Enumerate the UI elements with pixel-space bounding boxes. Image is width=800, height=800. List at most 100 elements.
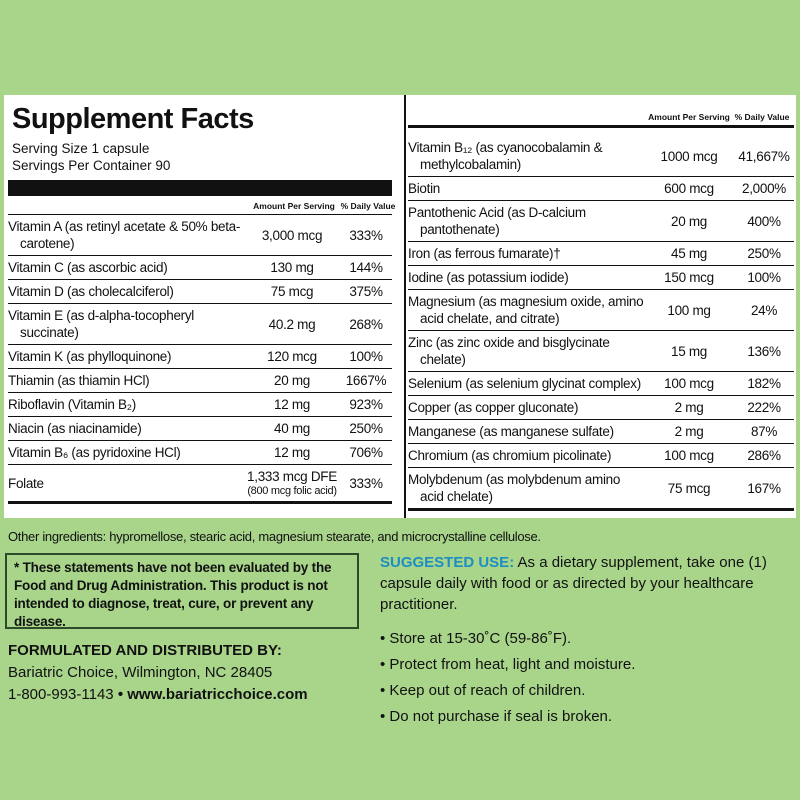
daily-value: 400% (747, 213, 781, 229)
bullet-text: Protect from heat, light and moisture. (389, 656, 636, 673)
daily-value: 144% (349, 260, 383, 275)
amount-cell: 100 mcg (644, 375, 734, 392)
amount: 1,333 mcg DFE (247, 469, 337, 484)
daily-value: 87% (750, 424, 778, 439)
amount-cell: 15 mg (644, 343, 734, 360)
nutrient-name: Vitamin A (as retinyl acetate & 50% beta… (8, 219, 241, 251)
nutrient-row: Biotin 600 mcg 2,000% (408, 177, 794, 201)
daily-value: 100% (747, 270, 781, 285)
nutrient-name: Chromium (as chromium picolinate) (408, 448, 612, 463)
website: www.bariatricchoice.com (127, 686, 308, 703)
daily-value: 1667% (345, 373, 387, 388)
amount: 3,000 mcg (261, 227, 323, 243)
nutrient-name: Vitamin K (as phylloquinone) (8, 349, 172, 364)
amount: 75 mcg (270, 284, 314, 299)
nutrient-row: Vitamin E (as d-alpha-tocopheryl succina… (8, 304, 392, 345)
nutrient-row: Zinc (as zinc oxide and bisglycinate che… (408, 331, 794, 372)
bullet-text: Keep out of reach of children. (389, 682, 586, 699)
nutrient-row: Niacin (as niacinamide) 40 mg 250% (8, 417, 392, 441)
daily-value: 167% (747, 480, 781, 496)
daily-value: 923% (349, 397, 383, 412)
amount-cell: 2 mg (644, 399, 734, 416)
serving-size: Serving Size 1 capsule (12, 141, 150, 156)
amount: 100 mcg (664, 448, 714, 463)
amount: 130 mg (270, 260, 314, 275)
daily-value: 375% (349, 284, 383, 299)
nutrient-row: Vitamin C (as ascorbic acid) 130 mg 144% (8, 256, 392, 280)
nutrient-row: Vitamin A (as retinyl acetate & 50% beta… (8, 215, 392, 256)
amount: 100 mcg (664, 376, 714, 391)
amount-cell: 3,000 mcg (244, 227, 340, 244)
nutrient-row: Molybdenum (as molybdenum amino acid che… (408, 468, 794, 509)
nutrient-name: Thiamin (as thiamin HCl) (8, 373, 150, 388)
amount: 20 mg (670, 213, 708, 229)
amount-cell: 1,333 mcg DFE (800 mcg folic acid) (244, 468, 340, 498)
servings-per-container: Servings Per Container 90 (12, 158, 171, 173)
bullet-item: • Store at 15-30˚C (59-86˚F). (380, 630, 572, 647)
nutrient-row: Riboflavin (Vitamin B₂) 12 mg 923% (8, 393, 392, 417)
facts-panel: Supplement Facts Serving Size 1 capsule … (4, 95, 796, 518)
contact: 1-800-993-1143 • www.bariatricchoice.com (8, 686, 308, 703)
column-header: % Daily Value (340, 201, 396, 211)
nutrient-row: Iron (as ferrous fumarate)† 45 mg 250% (408, 242, 794, 266)
bullet-item: • Protect from heat, light and moisture. (380, 656, 636, 673)
phone: 1-800-993-1143 (8, 686, 114, 703)
amount-cell: 150 mcg (644, 269, 734, 286)
amount: 15 mg (670, 343, 708, 359)
daily-value: 268% (349, 316, 383, 332)
amount: 1000 mcg (660, 148, 718, 164)
bullet-item: • Keep out of reach of children. (380, 682, 586, 699)
nutrient-name: Vitamin B₆ (as pyridoxine HCl) (8, 445, 181, 460)
right-table: Vitamin B₁₂ (as cyanocobalamin & methylc… (408, 125, 794, 511)
suggested-use-text: As a dietary supplement, take one (1) ca… (380, 554, 767, 613)
rule (8, 214, 392, 215)
left-table: Vitamin A (as retinyl acetate & 50% beta… (8, 215, 392, 504)
amount-cell: 45 mg (644, 245, 734, 262)
suggested-use-label: SUGGESTED USE: (380, 554, 515, 571)
column-header: Amount Per Serving (253, 201, 335, 211)
amount: 20 mg (273, 373, 311, 388)
nutrient-row: Copper (as copper gluconate) 2 mg 222% (408, 396, 794, 420)
amount-cell: 2 mg (644, 423, 734, 440)
suggested-use: SUGGESTED USE: As a dietary supplement, … (380, 552, 795, 615)
amount-cell: 120 mcg (244, 348, 340, 365)
nutrient-name: Copper (as copper gluconate) (408, 400, 579, 415)
distributor-heading: FORMULATED AND DISTRIBUTED BY: (8, 642, 282, 659)
amount: 120 mcg (267, 349, 317, 364)
amount: 40 mg (273, 421, 311, 436)
amount-cell: 40 mg (244, 420, 340, 437)
amount: 2 mg (674, 424, 704, 439)
amount: 100 mg (667, 302, 711, 318)
amount: 12 mg (273, 445, 311, 460)
amount-cell: 600 mcg (644, 180, 734, 197)
nutrient-row: Folate 1,333 mcg DFE (800 mcg folic acid) 3… (8, 465, 392, 502)
amount: 600 mcg (664, 181, 714, 196)
daily-value: 100% (349, 349, 383, 364)
nutrient-row: Vitamin B₆ (as pyridoxine HCl) 12 mg 706% (8, 441, 392, 465)
amount-cell: 75 mcg (644, 480, 734, 497)
amount: 40.2 mg (268, 316, 316, 332)
nutrient-row: Vitamin D (as cholecalciferol) 75 mcg 375% (8, 280, 392, 304)
nutrient-name: Magnesium (as magnesium oxide, amino aci… (408, 294, 644, 326)
amount-cell: 130 mg (244, 259, 340, 276)
nutrient-name: Riboflavin (Vitamin B₂) (8, 397, 136, 412)
amount-cell: 1000 mcg (644, 148, 734, 165)
nutrient-name: Molybdenum (as molybdenum amino acid che… (408, 472, 621, 504)
amount-cell: 20 mg (644, 213, 734, 230)
bullet-list: • Store at 15-30˚C (59-86˚F). • Protect f… (380, 626, 635, 730)
column-header: % Daily Value (734, 112, 790, 122)
amount-cell: 20 mg (244, 372, 340, 389)
daily-value: 333% (349, 227, 383, 243)
amount: 45 mg (670, 246, 708, 261)
nutrient-name: Iodine (as potassium iodide) (408, 270, 569, 285)
daily-value: 706% (349, 445, 383, 460)
bullet-item: • Do not purchase if seal is broken. (380, 708, 613, 725)
nutrient-row: Selenium (as selenium glycinat complex) 1… (408, 372, 794, 396)
disclaimer: * These statements have not been evaluat… (5, 553, 359, 629)
daily-value: 41,667% (738, 148, 790, 164)
daily-value: 222% (747, 400, 781, 415)
nutrient-name: Vitamin B₁₂ (as cyanocobalamin & methylc… (408, 140, 603, 172)
nutrient-name: Iron (as ferrous fumarate)† (408, 246, 561, 261)
nutrient-row: Vitamin B₁₂ (as cyanocobalamin & methylc… (408, 136, 794, 177)
bullet-text: Store at 15-30˚C (59-86˚F). (389, 630, 572, 647)
